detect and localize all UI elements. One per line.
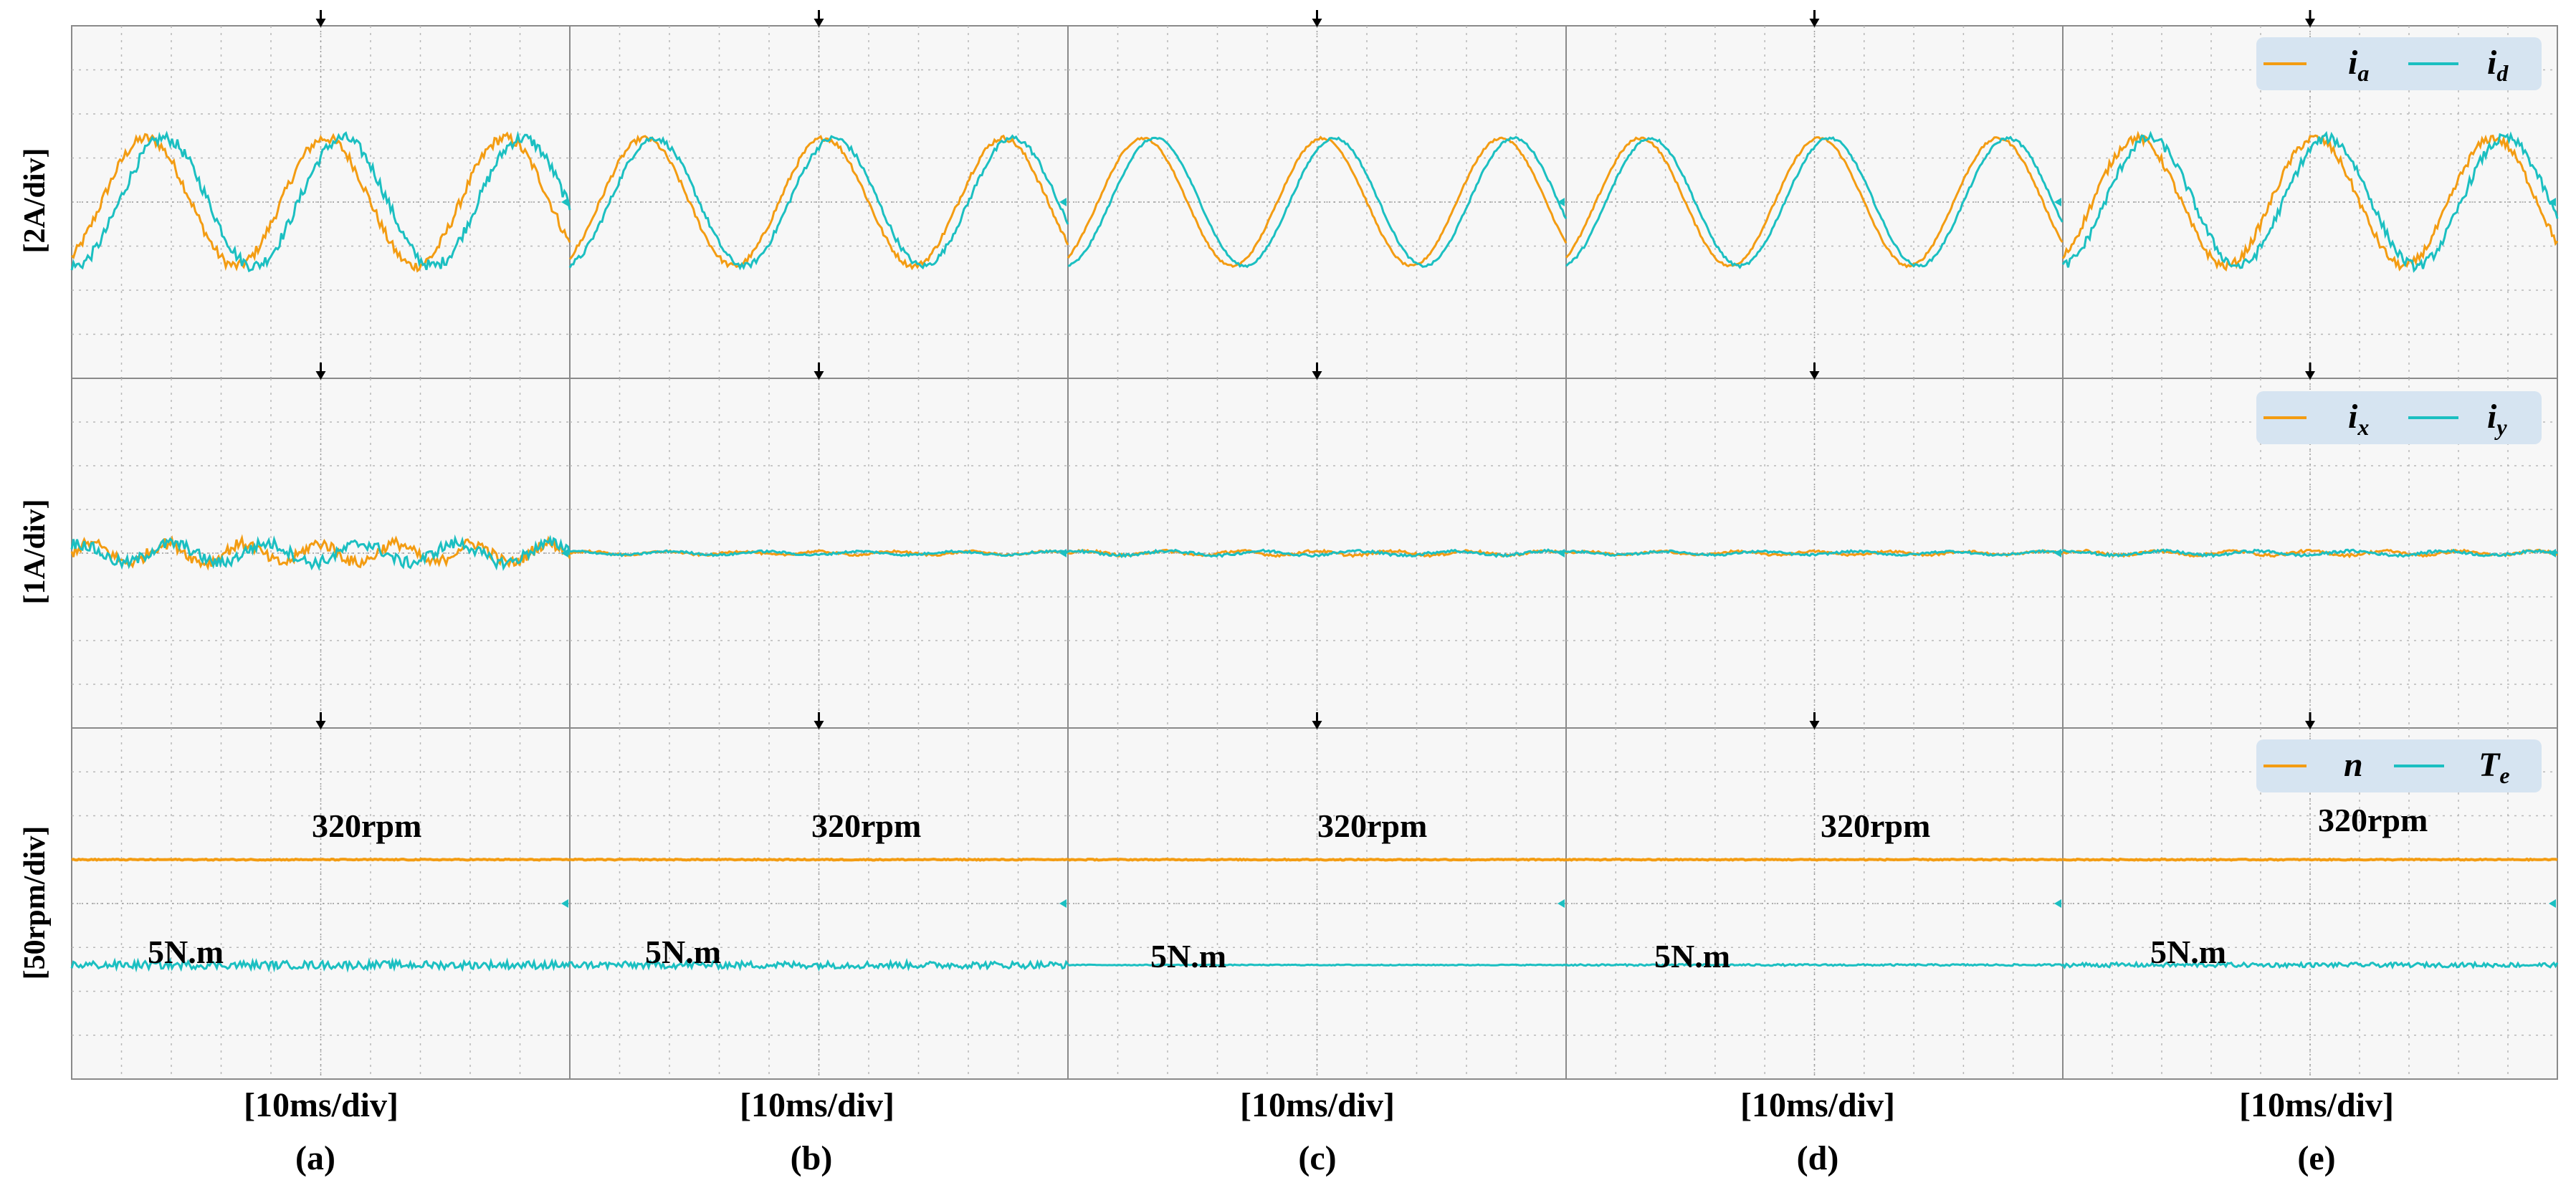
level-marker-r2-c bbox=[1557, 549, 1565, 557]
trace-id-r1-b bbox=[568, 134, 1069, 271]
trace-n-r3-e bbox=[2062, 857, 2558, 862]
trace-id-r1-a bbox=[70, 130, 571, 273]
torque-annotation-b: 5N.m bbox=[645, 934, 721, 970]
traces-group bbox=[70, 130, 2559, 973]
level-marker-r3-b bbox=[1059, 899, 1067, 908]
level-marker-r3-a bbox=[561, 899, 568, 908]
trace-te-r3-a bbox=[70, 957, 571, 973]
trace-ia-r1-d bbox=[1565, 136, 2064, 269]
trigger-marker-r1-c bbox=[1312, 19, 1322, 27]
trigger-marker-r3-a bbox=[315, 721, 326, 729]
y-axis-label-row2: [1A/div] bbox=[19, 499, 52, 605]
level-marker-r2-b bbox=[1059, 549, 1067, 557]
level-marker-r2-e bbox=[2549, 549, 2556, 557]
legend-row3: n Te bbox=[2256, 739, 2542, 792]
trigger-marker-r3-b bbox=[814, 721, 824, 729]
trace-iy-r2-e bbox=[2062, 548, 2559, 558]
trace-te-r3-b bbox=[569, 957, 1069, 972]
y-axis-label-row3: [50rpm/div] bbox=[19, 826, 52, 980]
trace-iy-r2-d bbox=[1565, 549, 2064, 557]
trigger-marker-r1-a bbox=[315, 19, 326, 27]
level-marker-r1-d bbox=[2054, 198, 2061, 206]
time-scale-label-d: [10ms/div] bbox=[1740, 1086, 1895, 1124]
speed-annotation-e: 320rpm bbox=[2318, 802, 2428, 838]
torque-annotation-d: 5N.m bbox=[1654, 938, 1730, 974]
trigger-marker-r3-e bbox=[2305, 721, 2315, 729]
trigger-marker-r1-b bbox=[814, 19, 824, 27]
subfigure-label-c: (c) bbox=[1298, 1139, 1336, 1177]
level-marker-r3-c bbox=[1557, 899, 1565, 908]
level-marker-r2-d bbox=[2054, 549, 2061, 557]
legend-row1-background bbox=[2256, 37, 2542, 90]
level-marker-r2-a bbox=[561, 549, 568, 557]
trace-te-r3-e bbox=[2061, 960, 2559, 970]
legend-row2-label-iy: iy bbox=[2487, 398, 2507, 440]
level-marker-r1-b bbox=[1059, 198, 1067, 206]
trace-n-r3-b bbox=[569, 857, 1069, 862]
torque-annotation-a: 5N.m bbox=[148, 934, 224, 970]
legend-row1-label-ia: ia bbox=[2348, 44, 2369, 86]
trigger-marker-r3-d bbox=[1809, 721, 1820, 729]
trigger-marker-r2-b bbox=[814, 371, 824, 380]
speed-annotation-d: 320rpm bbox=[1821, 808, 1930, 844]
trigger-marker-r2-a bbox=[315, 371, 326, 380]
subfigure-label-e: (e) bbox=[2297, 1139, 2335, 1177]
legend-row2-label-ix: ix bbox=[2348, 398, 2369, 440]
trace-ix-r2-e bbox=[2062, 548, 2558, 559]
level-marker-r3-d bbox=[2054, 899, 2061, 908]
trace-iy-r2-c bbox=[1067, 548, 1567, 559]
speed-annotation-a: 320rpm bbox=[312, 808, 421, 844]
legend-row1-label-id: id bbox=[2487, 44, 2509, 86]
time-scale-label-a: [10ms/div] bbox=[244, 1086, 399, 1124]
time-scale-label-e: [10ms/div] bbox=[2239, 1086, 2394, 1124]
trigger-marker-r2-c bbox=[1312, 371, 1322, 380]
legend-row3-label-n: n bbox=[2344, 746, 2363, 784]
trace-id-r1-d bbox=[1565, 135, 2064, 269]
trigger-marker-r3-c bbox=[1312, 721, 1322, 729]
level-marker-r3-e bbox=[2549, 899, 2556, 908]
subfigure-label-a: (a) bbox=[295, 1139, 335, 1177]
legend-row2-background bbox=[2256, 391, 2542, 444]
level-marker-r1-a bbox=[561, 198, 568, 206]
trace-ia-r1-c bbox=[1067, 135, 1568, 268]
time-scale-label-b: [10ms/div] bbox=[740, 1086, 895, 1124]
level-marker-r1-e bbox=[2549, 198, 2556, 206]
time-scale-label-c: [10ms/div] bbox=[1240, 1086, 1395, 1124]
trigger-marker-r1-d bbox=[1809, 19, 1820, 27]
legend-row1: ia id bbox=[2256, 37, 2542, 90]
trace-n-r3-d bbox=[1565, 857, 2063, 862]
overlays-group bbox=[315, 10, 2556, 908]
trace-id-r1-c bbox=[1067, 135, 1568, 269]
trigger-marker-r2-e bbox=[2305, 371, 2315, 380]
speed-annotation-c: 320rpm bbox=[1317, 808, 1427, 844]
trace-n-r3-a bbox=[71, 857, 571, 862]
subfigure-label-b: (b) bbox=[791, 1139, 833, 1177]
trace-id-r1-e bbox=[2061, 130, 2559, 273]
trigger-marker-r1-e bbox=[2305, 19, 2315, 27]
trace-n-r3-c bbox=[1067, 857, 1567, 862]
trace-ia-r1-e bbox=[2061, 130, 2559, 272]
y-axis-label-row1: [2A/div] bbox=[19, 148, 52, 254]
trace-iy-r2-b bbox=[569, 549, 1069, 557]
torque-annotation-c: 5N.m bbox=[1150, 938, 1226, 974]
torque-annotation-e: 5N.m bbox=[2150, 934, 2226, 970]
speed-annotation-b: 320rpm bbox=[811, 808, 921, 844]
legend-row2: ix iy bbox=[2256, 391, 2542, 444]
trace-te-r3-c bbox=[1067, 963, 1567, 967]
trace-iy-r2-a bbox=[70, 534, 571, 571]
level-marker-r1-c bbox=[1557, 198, 1565, 206]
trace-te-r3-d bbox=[1565, 962, 2064, 967]
trigger-marker-r2-d bbox=[1809, 371, 1820, 380]
legend-row3-label-te: Te bbox=[2479, 746, 2510, 788]
subfigure-label-d: (d) bbox=[1797, 1139, 1839, 1177]
